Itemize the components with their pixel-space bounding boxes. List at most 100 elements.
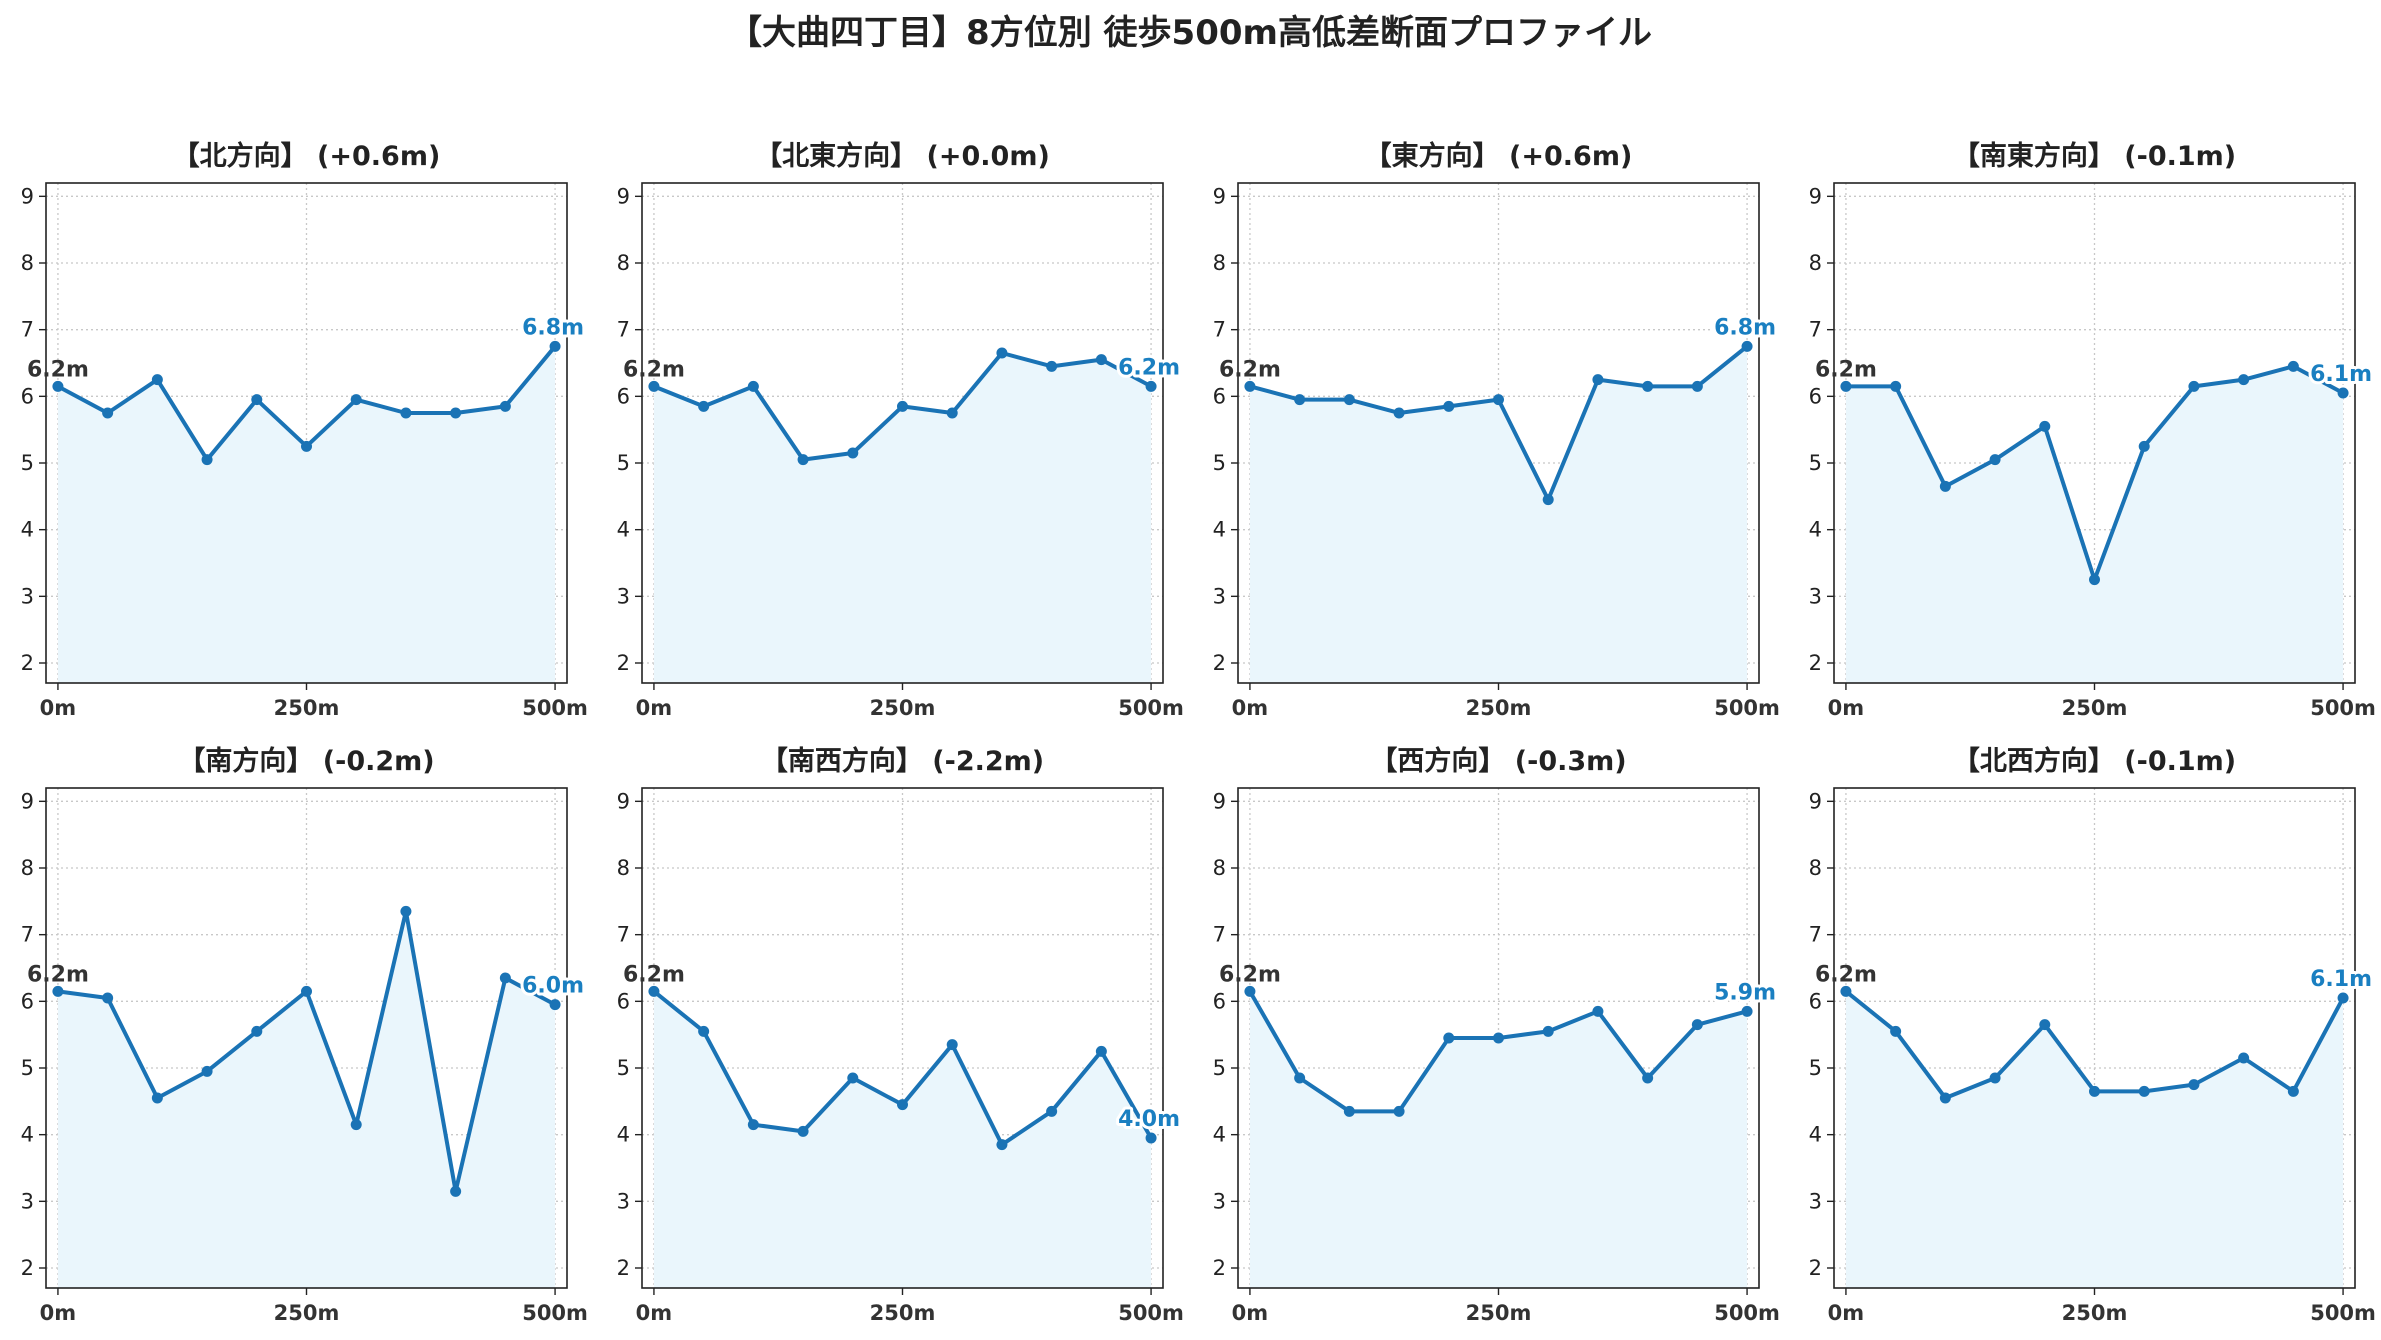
x-tick-label: 0m xyxy=(1828,1301,1865,1325)
data-point xyxy=(102,992,114,1004)
data-point xyxy=(251,394,263,406)
data-point xyxy=(201,454,213,466)
data-point xyxy=(698,400,710,412)
data-point xyxy=(996,1139,1008,1151)
y-tick-label: 8 xyxy=(1213,856,1226,880)
y-tick-label: 7 xyxy=(617,318,630,342)
end-elevation-label: 6.1m xyxy=(2310,967,2372,992)
y-tick-label: 8 xyxy=(1809,856,1822,880)
panel-title: 【北方向】 (+0.6m) xyxy=(173,140,441,172)
y-tick-label: 2 xyxy=(21,651,34,675)
data-point xyxy=(151,374,163,386)
data-point xyxy=(1642,380,1654,392)
data-point xyxy=(1989,1072,2001,1084)
y-tick-label: 6 xyxy=(1213,989,1226,1013)
data-point xyxy=(897,1099,908,1111)
start-elevation-label: 6.2m xyxy=(623,357,685,382)
y-tick-label: 6 xyxy=(1213,384,1226,408)
data-point xyxy=(1443,400,1455,412)
data-point xyxy=(2188,1079,2200,1091)
x-tick-label: 500m xyxy=(522,1301,588,1325)
profile-area xyxy=(1845,991,2344,1288)
y-tick-label: 5 xyxy=(617,451,630,475)
profile-area xyxy=(1249,991,1748,1288)
data-point xyxy=(400,407,412,419)
y-tick-label: 6 xyxy=(617,384,630,408)
x-tick-label: 0m xyxy=(1232,696,1269,720)
y-tick-label: 7 xyxy=(21,318,34,342)
panel-title: 【南方向】 (-0.2m) xyxy=(178,745,434,777)
y-tick-label: 2 xyxy=(1213,1256,1226,1280)
start-elevation-label: 6.2m xyxy=(1219,962,1281,987)
data-point xyxy=(2089,574,2100,586)
data-point xyxy=(2039,1019,2051,1031)
data-point xyxy=(1542,494,1554,506)
data-point xyxy=(301,440,312,452)
y-tick-label: 6 xyxy=(617,989,630,1013)
x-tick-label: 250m xyxy=(2062,1301,2128,1325)
data-point xyxy=(747,380,759,392)
y-tick-label: 5 xyxy=(617,1056,630,1080)
data-point xyxy=(2089,1085,2100,1097)
y-tick-label: 9 xyxy=(1213,184,1226,208)
data-point xyxy=(251,1025,263,1037)
data-point xyxy=(1443,1032,1455,1044)
x-tick-label: 0m xyxy=(40,1301,77,1325)
end-elevation-label: 6.2m xyxy=(1118,355,1180,380)
data-point xyxy=(2287,360,2299,372)
y-tick-label: 3 xyxy=(1809,584,1822,608)
y-tick-label: 3 xyxy=(1213,1189,1226,1213)
data-point xyxy=(549,999,561,1011)
data-point xyxy=(2238,374,2250,386)
y-tick-label: 9 xyxy=(617,184,630,208)
start-elevation-label: 6.2m xyxy=(27,962,89,987)
x-tick-label: 500m xyxy=(2310,696,2376,720)
x-tick-label: 0m xyxy=(1232,1301,1269,1325)
data-point xyxy=(698,1025,710,1037)
data-point xyxy=(1691,380,1703,392)
x-tick-label: 0m xyxy=(40,696,77,720)
end-elevation-label: 6.8m xyxy=(1714,315,1776,340)
end-elevation-label: 6.1m xyxy=(2310,362,2372,387)
y-tick-label: 5 xyxy=(1809,451,1822,475)
profile-panel-0: 【北方向】 (+0.6m) 2 3 4 5 6 7 8 9 0m 250m 500m 6.2m 6.8m xyxy=(21,140,588,720)
y-tick-label: 8 xyxy=(617,856,630,880)
y-tick-label: 2 xyxy=(1809,1256,1822,1280)
x-tick-label: 500m xyxy=(1714,1301,1780,1325)
y-tick-label: 2 xyxy=(617,651,630,675)
data-point xyxy=(201,1065,213,1077)
data-point xyxy=(2287,1085,2299,1097)
data-point xyxy=(1642,1072,1654,1084)
data-point xyxy=(1393,407,1405,419)
data-point xyxy=(747,1119,759,1131)
x-tick-label: 0m xyxy=(636,696,673,720)
data-point xyxy=(797,454,809,466)
data-point xyxy=(2337,992,2349,1004)
x-tick-label: 250m xyxy=(274,1301,340,1325)
start-elevation-label: 6.2m xyxy=(1815,357,1877,382)
data-point xyxy=(1493,394,1504,406)
data-point xyxy=(1145,1132,1157,1144)
data-point xyxy=(400,905,412,917)
y-tick-label: 3 xyxy=(617,584,630,608)
data-point xyxy=(1592,1005,1604,1017)
panel-title: 【南西方向】 (-2.2m) xyxy=(761,745,1044,777)
y-tick-label: 2 xyxy=(617,1256,630,1280)
data-point xyxy=(1939,1092,1951,1104)
y-tick-label: 7 xyxy=(1809,318,1822,342)
start-elevation-label: 6.2m xyxy=(27,357,89,382)
data-point xyxy=(1095,1045,1107,1057)
y-tick-label: 4 xyxy=(617,518,630,542)
y-tick-label: 8 xyxy=(617,251,630,275)
profile-area xyxy=(57,346,556,683)
data-point xyxy=(2188,380,2200,392)
profile-panel-2: 【東方向】 (+0.6m) 2 3 4 5 6 7 8 9 0m 250m 500m 6.2m 6.8m xyxy=(1213,140,1780,720)
data-point xyxy=(151,1092,163,1104)
y-tick-label: 6 xyxy=(1809,384,1822,408)
y-tick-label: 3 xyxy=(617,1189,630,1213)
y-tick-label: 8 xyxy=(1213,251,1226,275)
y-tick-label: 4 xyxy=(1809,1123,1822,1147)
y-tick-label: 4 xyxy=(21,518,34,542)
y-tick-label: 3 xyxy=(1809,1189,1822,1213)
data-point xyxy=(2138,440,2150,452)
